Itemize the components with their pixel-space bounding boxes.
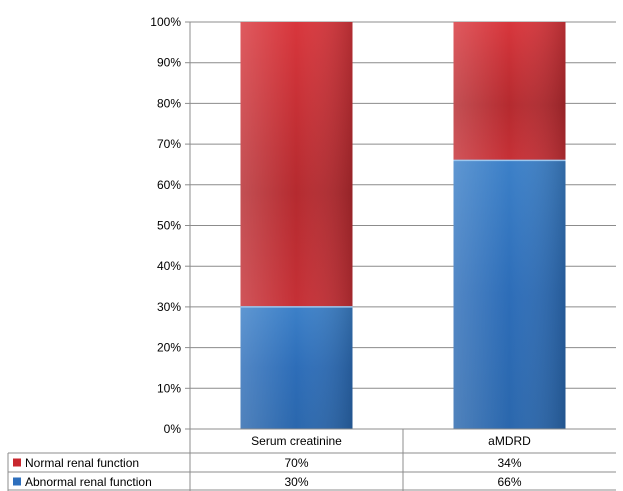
bars bbox=[240, 22, 566, 429]
data-label: 30% bbox=[284, 475, 308, 489]
legend-key bbox=[13, 458, 21, 467]
data-label: 66% bbox=[497, 475, 521, 489]
y-axis: 0% 10% 20% 30% 40% 50% 60% 70% 80% 90% 100% bbox=[150, 15, 191, 436]
bar-segment-shade bbox=[240, 22, 353, 307]
data-label: 34% bbox=[497, 456, 521, 470]
bar-segment-shade bbox=[453, 22, 566, 161]
legend-entry: Normal renal function bbox=[25, 456, 139, 470]
y-tick-label: 50% bbox=[157, 219, 181, 233]
y-tick-label: 100% bbox=[150, 15, 181, 29]
y-tick-label: 20% bbox=[157, 341, 181, 355]
y-tick-label: 70% bbox=[157, 137, 181, 151]
data-label: 70% bbox=[284, 456, 308, 470]
y-tick-label: 80% bbox=[157, 96, 181, 110]
y-tick-label: 10% bbox=[157, 381, 181, 395]
y-tick-label: 40% bbox=[157, 259, 181, 273]
data-table: Serum creatinine aMDRD Normal renal functi… bbox=[7, 428, 616, 491]
legend-entry: Abnormal renal function bbox=[25, 475, 152, 489]
y-tick-label: 90% bbox=[157, 56, 181, 70]
y-tick-label: 30% bbox=[157, 300, 181, 314]
x-category-label: Serum creatinine bbox=[251, 434, 342, 448]
bar-segment-shade bbox=[240, 306, 353, 429]
bar-segment-shade bbox=[453, 160, 566, 429]
x-category-label: aMDRD bbox=[488, 434, 531, 448]
y-tick-label: 0% bbox=[164, 422, 182, 436]
legend-key bbox=[13, 477, 21, 486]
y-tick-label: 60% bbox=[157, 178, 181, 192]
